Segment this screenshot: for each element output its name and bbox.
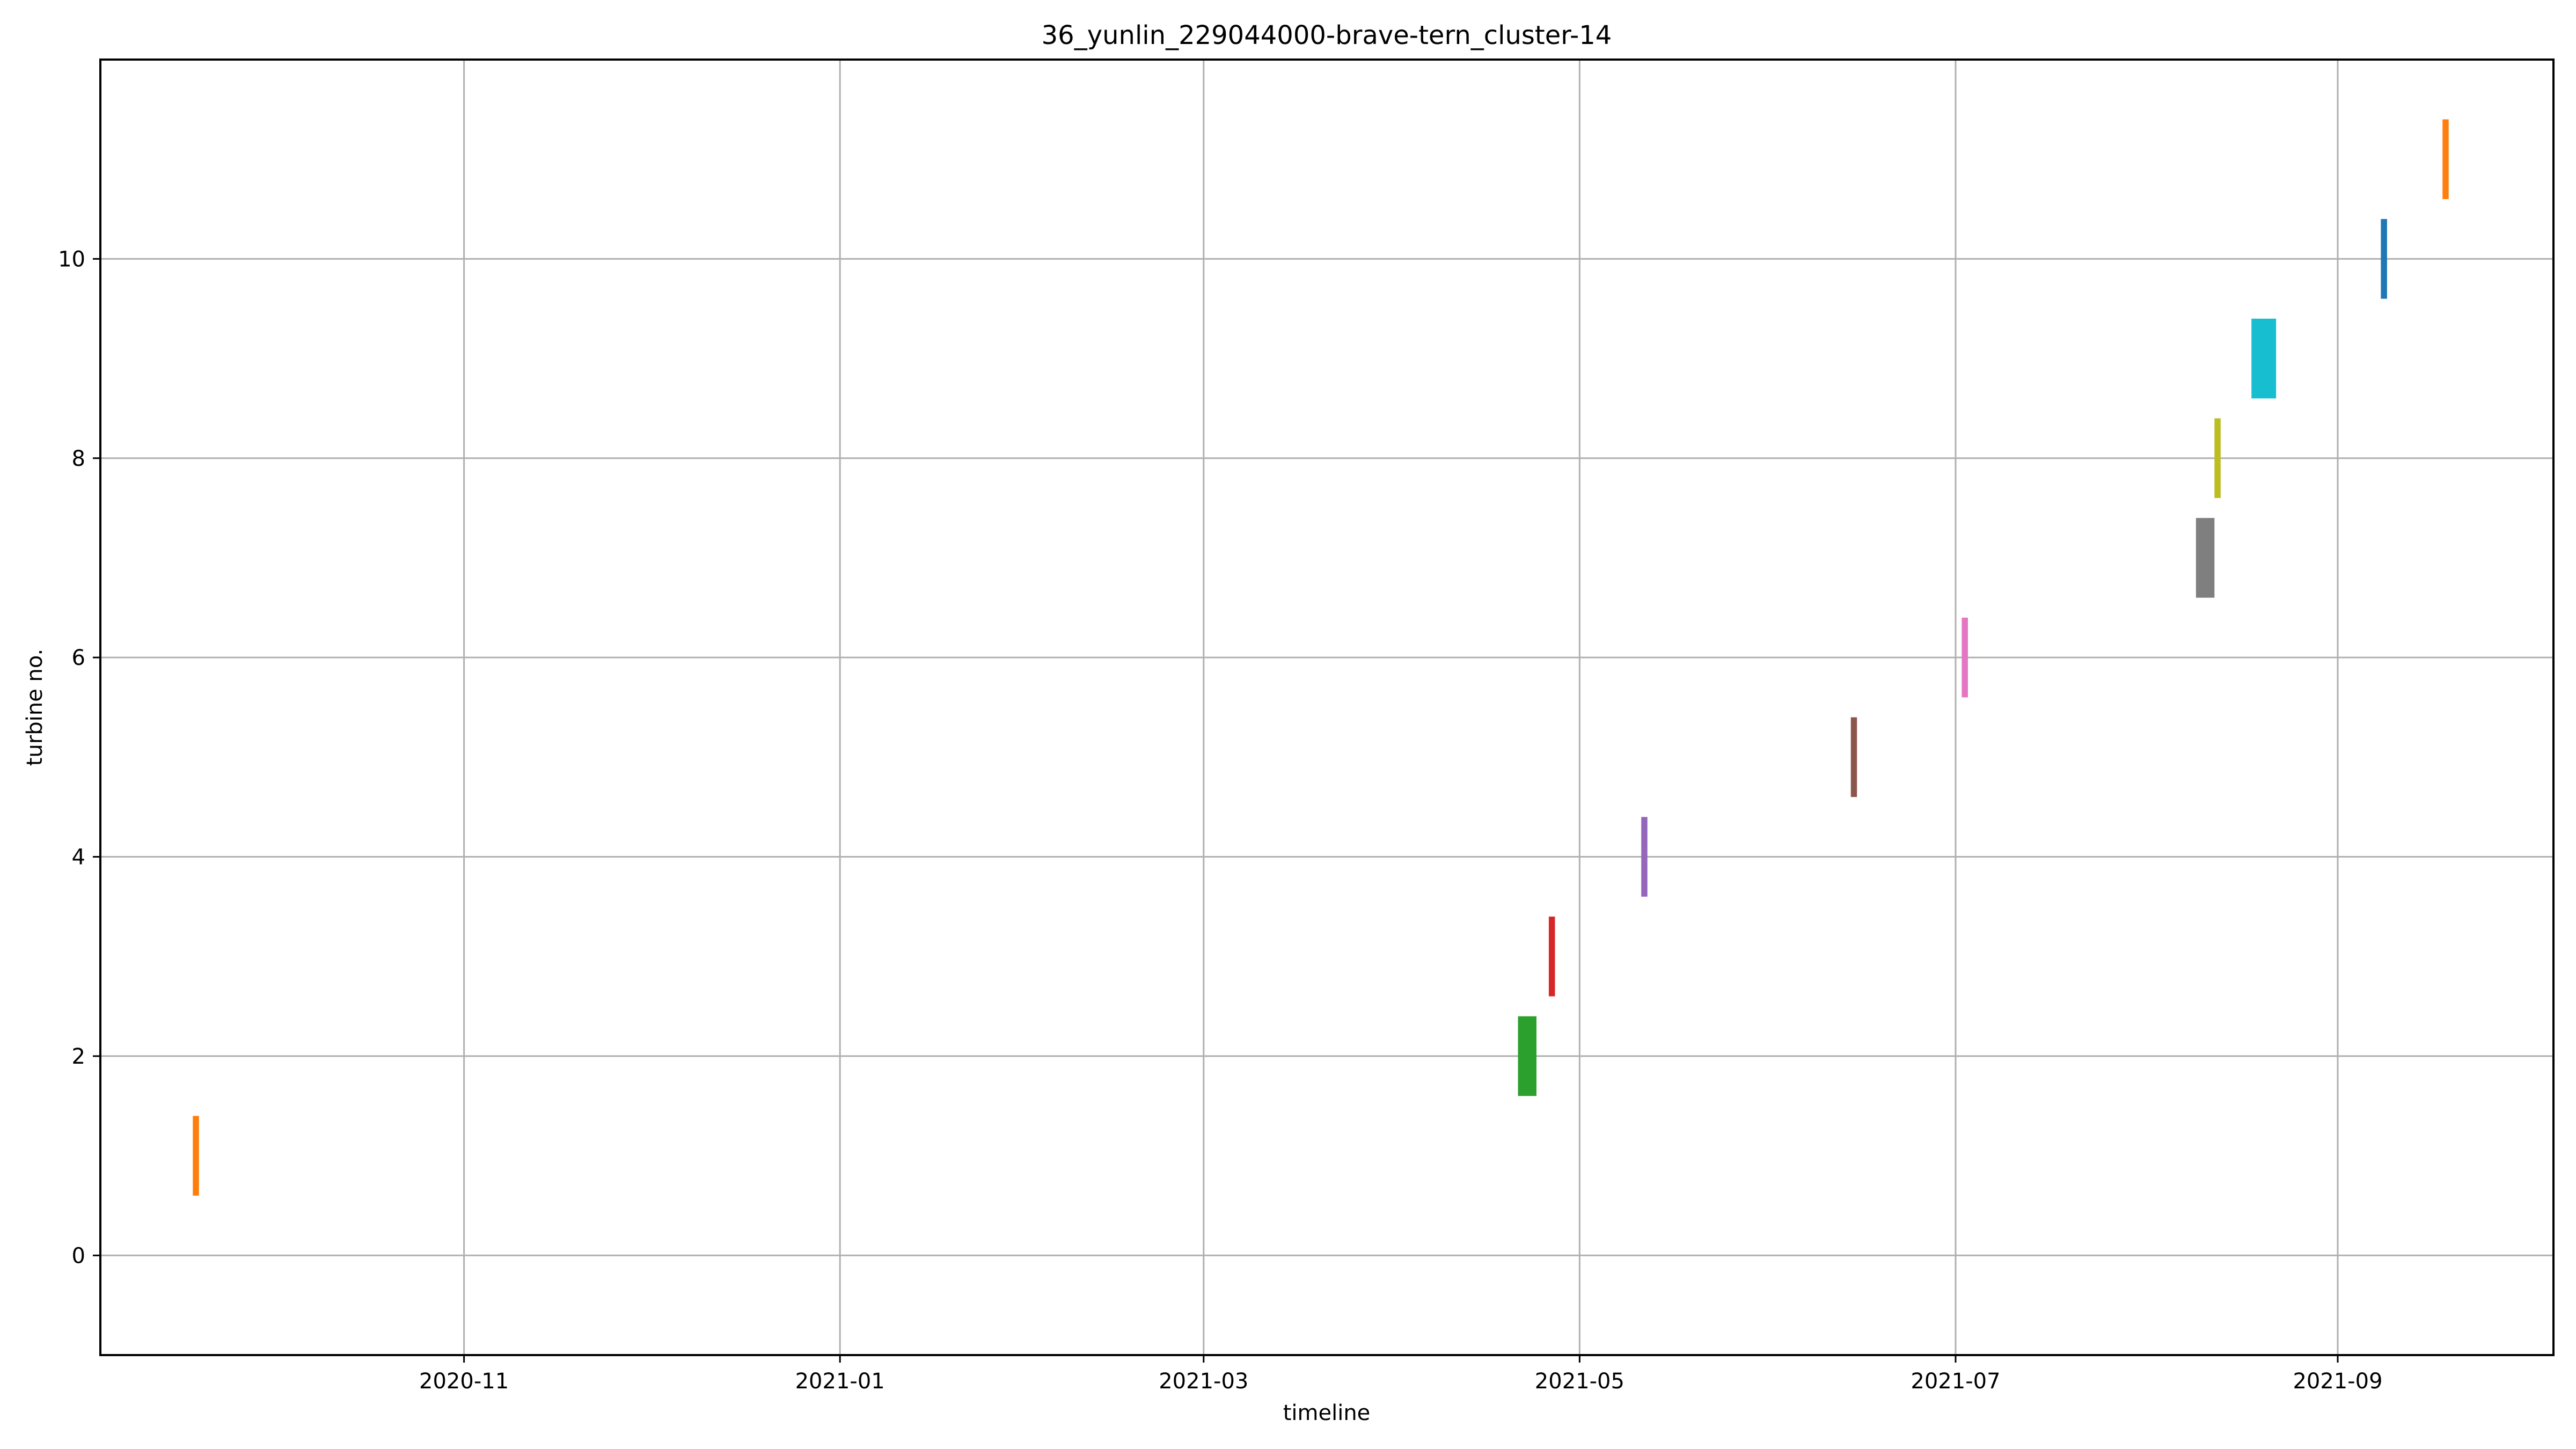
data-spans: [193, 119, 2449, 1196]
turbine-4-span: [1641, 817, 1648, 897]
turbine-6-span: [1962, 617, 1968, 698]
turbine-3-span: [1548, 916, 1555, 997]
x-axis: 2020-11 2021-01 2021-03 2021-05 2021-07 2021-…: [419, 1355, 2383, 1394]
grid: [100, 60, 2553, 1355]
y-tick-label: 6: [72, 646, 85, 670]
x-tick-label: 2020-11: [419, 1369, 509, 1394]
turbine-11-span: [2442, 119, 2449, 199]
x-axis-label: timeline: [1283, 1401, 1371, 1425]
x-tick-label: 2021-03: [1159, 1369, 1248, 1394]
y-axis: 0 2 4 6 8 10: [58, 247, 100, 1268]
x-tick-label: 2021-09: [2293, 1369, 2382, 1394]
chart-title: 36_yunlin_229044000-brave-tern_cluster-1…: [1042, 20, 1612, 50]
turbine-7-span: [2196, 518, 2215, 598]
y-tick-label: 8: [72, 447, 85, 471]
turbine-9-span: [2251, 318, 2277, 399]
y-tick-label: 4: [72, 845, 85, 870]
y-tick-label: 2: [72, 1044, 85, 1069]
turbine-5-span: [1850, 717, 1857, 797]
turbine-1-span: [193, 1116, 199, 1196]
y-axis-label: turbine no.: [23, 649, 47, 766]
y-tick-label: 10: [58, 247, 85, 272]
x-tick-label: 2021-07: [1911, 1369, 2000, 1394]
turbine-8-span: [2214, 418, 2221, 499]
y-tick-label: 0: [72, 1243, 85, 1268]
turbine-2-span: [1518, 1016, 1536, 1096]
plot-area: [99, 58, 2555, 1356]
x-tick-label: 2021-05: [1535, 1369, 1624, 1394]
x-tick-label: 2021-01: [795, 1369, 885, 1394]
turbine-10-span: [2381, 219, 2387, 299]
